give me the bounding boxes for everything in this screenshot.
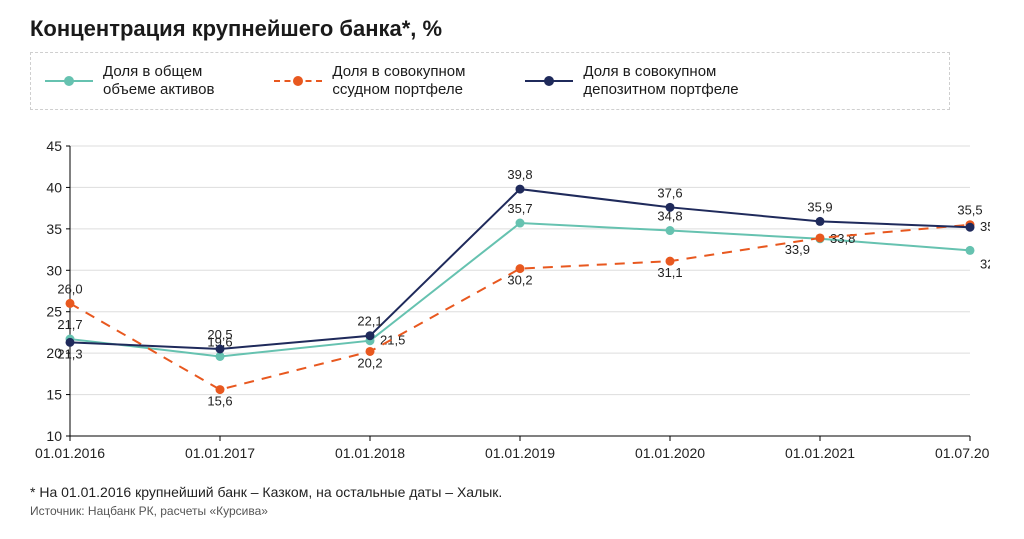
data-label-assets: 21,7 [57,317,82,332]
data-label-deposits: 35,2 [980,219,990,234]
series-marker-deposits [666,203,675,212]
legend-item-deposits: Доля в совокупном депозитном портфеле [525,63,738,99]
data-label-assets: 33,8 [830,231,855,246]
legend-label-assets: Доля в общем объеме активов [103,63,214,99]
legend-label-loans: Доля в совокупном ссудном портфеле [332,63,465,99]
y-tick-label: 40 [46,179,62,195]
data-label-deposits: 37,6 [657,185,682,200]
data-label-deposits: 21,3 [57,346,82,361]
line-chart: 101520253035404501.01.201601.01.201701.0… [30,136,990,476]
legend-label-deposits: Доля в совокупном депозитном портфеле [583,63,738,99]
series-marker-loans [816,233,825,242]
data-label-deposits: 35,9 [807,199,832,214]
data-label-loans: 31,1 [657,265,682,280]
data-label-loans: 15,6 [207,394,232,409]
data-label-deposits: 39,8 [507,167,532,182]
data-label-assets: 32,4 [980,256,990,271]
source-text: Источник: Нацбанк РК, расчеты «Курсива» [30,504,994,518]
series-marker-deposits [366,331,375,340]
data-label-loans: 20,2 [357,355,382,370]
x-tick-label: 01.01.2021 [785,445,855,461]
series-marker-deposits [966,223,975,232]
legend: Доля в общем объеме активов Доля в совоку… [30,52,950,110]
series-marker-deposits [816,217,825,226]
data-label-loans: 33,9 [785,242,810,257]
y-tick-label: 35 [46,221,62,237]
x-tick-label: 01.01.2019 [485,445,555,461]
data-label-loans: 35,5 [957,203,982,218]
series-marker-assets [516,219,525,228]
series-marker-deposits [216,345,225,354]
y-tick-label: 45 [46,138,62,154]
series-marker-loans [66,299,75,308]
x-tick-label: 01.01.2020 [635,445,705,461]
data-label-assets: 35,7 [507,201,532,216]
x-tick-label: 01.01.2016 [35,445,105,461]
x-tick-label: 01.01.2017 [185,445,255,461]
chart-title: Концентрация крупнейшего банка*, % [30,16,994,42]
series-line-loans [70,225,970,390]
y-tick-label: 30 [46,262,62,278]
data-label-loans: 30,2 [507,273,532,288]
data-label-deposits: 22,1 [357,314,382,329]
data-label-loans: 26,0 [57,281,82,296]
x-tick-label: 01.01.2018 [335,445,405,461]
series-marker-assets [666,226,675,235]
data-label-deposits: 20,5 [207,327,232,342]
series-marker-assets [966,246,975,255]
y-tick-label: 10 [46,428,62,444]
legend-item-loans: Доля в совокупном ссудном портфеле [274,63,465,99]
footnote: * На 01.01.2016 крупнейший банк – Казком… [30,484,994,500]
series-marker-deposits [516,185,525,194]
x-tick-label: 01.07.2021 [935,445,990,461]
legend-item-assets: Доля в общем объеме активов [45,63,214,99]
y-tick-label: 15 [46,387,62,403]
